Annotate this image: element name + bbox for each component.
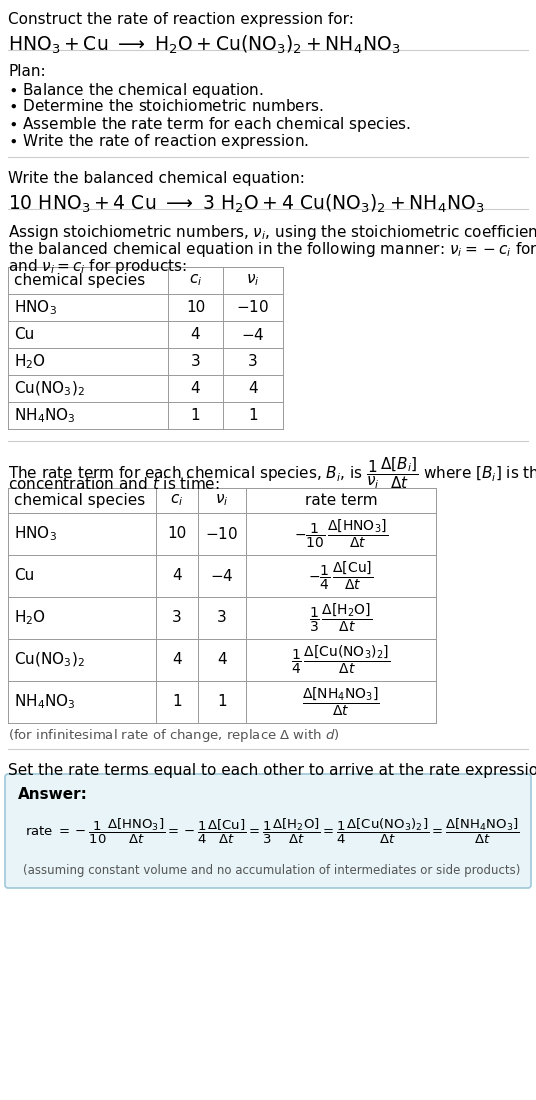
- Text: the balanced chemical equation in the following manner: $\nu_i = -c_i$ for react: the balanced chemical equation in the fo…: [8, 240, 536, 258]
- Text: 4: 4: [191, 381, 200, 396]
- Text: (assuming constant volume and no accumulation of intermediates or side products): (assuming constant volume and no accumul…: [23, 864, 520, 877]
- Text: $-4$: $-4$: [210, 568, 234, 584]
- Text: 10: 10: [167, 527, 187, 541]
- Text: chemical species: chemical species: [14, 493, 145, 508]
- Text: Answer:: Answer:: [18, 786, 88, 802]
- Text: $\dfrac{1}{4}\,\dfrac{\Delta[\mathrm{Cu(NO_3)_2}]}{\Delta t}$: $\dfrac{1}{4}\,\dfrac{\Delta[\mathrm{Cu(…: [292, 644, 391, 676]
- Text: $-4$: $-4$: [241, 327, 265, 342]
- Text: $\mathrm{Cu(NO_3)_2}$: $\mathrm{Cu(NO_3)_2}$: [14, 651, 85, 669]
- Text: $\bullet$ Write the rate of reaction expression.: $\bullet$ Write the rate of reaction exp…: [8, 132, 309, 151]
- Text: 1: 1: [191, 408, 200, 424]
- Text: and $\nu_i = c_i$ for products:: and $\nu_i = c_i$ for products:: [8, 257, 187, 276]
- Text: rate term: rate term: [304, 493, 377, 508]
- Text: concentration and $t$ is time:: concentration and $t$ is time:: [8, 476, 220, 492]
- Text: rate $= -\dfrac{1}{10}\dfrac{\Delta[\mathrm{HNO_3}]}{\Delta t} = -\dfrac{1}{4}\d: rate $= -\dfrac{1}{10}\dfrac{\Delta[\mat…: [25, 817, 519, 846]
- Text: 1: 1: [217, 694, 227, 710]
- Text: 1: 1: [172, 694, 182, 710]
- Text: $\mathrm{NH_4NO_3}$: $\mathrm{NH_4NO_3}$: [14, 693, 76, 712]
- Text: Set the rate terms equal to each other to arrive at the rate expression:: Set the rate terms equal to each other t…: [8, 763, 536, 778]
- Text: $c_i$: $c_i$: [189, 273, 202, 288]
- Text: $\bullet$ Balance the chemical equation.: $\bullet$ Balance the chemical equation.: [8, 81, 264, 100]
- Text: $\bullet$ Determine the stoichiometric numbers.: $\bullet$ Determine the stoichiometric n…: [8, 98, 324, 114]
- Text: Write the balanced chemical equation:: Write the balanced chemical equation:: [8, 170, 305, 186]
- Text: $c_i$: $c_i$: [170, 493, 184, 508]
- Text: 3: 3: [248, 354, 258, 368]
- Text: 4: 4: [172, 652, 182, 668]
- Text: Construct the rate of reaction expression for:: Construct the rate of reaction expressio…: [8, 12, 354, 28]
- Text: 3: 3: [191, 354, 200, 368]
- Text: $\mathrm{HNO_3}$: $\mathrm{HNO_3}$: [14, 525, 57, 543]
- FancyBboxPatch shape: [5, 774, 531, 888]
- Text: $\mathrm{NH_4NO_3}$: $\mathrm{NH_4NO_3}$: [14, 406, 76, 425]
- Text: $\mathrm{H_2O}$: $\mathrm{H_2O}$: [14, 352, 46, 371]
- Text: 3: 3: [172, 610, 182, 626]
- Text: 3: 3: [217, 610, 227, 626]
- Text: $\mathrm{HNO_3 + Cu \ \longrightarrow \ H_2O + Cu(NO_3)_2 + NH_4NO_3}$: $\mathrm{HNO_3 + Cu \ \longrightarrow \ …: [8, 34, 400, 56]
- Text: $\dfrac{\Delta[\mathrm{NH_4NO_3}]}{\Delta t}$: $\dfrac{\Delta[\mathrm{NH_4NO_3}]}{\Delt…: [302, 685, 380, 718]
- Text: 4: 4: [217, 652, 227, 668]
- Text: $\mathrm{H_2O}$: $\mathrm{H_2O}$: [14, 608, 46, 627]
- Text: Cu: Cu: [14, 327, 34, 342]
- Text: chemical species: chemical species: [14, 273, 145, 288]
- Text: 4: 4: [248, 381, 258, 396]
- Text: $-\dfrac{1}{10}\,\dfrac{\Delta[\mathrm{HNO_3}]}{\Delta t}$: $-\dfrac{1}{10}\,\dfrac{\Delta[\mathrm{H…: [294, 518, 388, 550]
- Text: $\mathrm{10\ HNO_3 + 4\ Cu \ \longrightarrow \ 3\ H_2O + 4\ Cu(NO_3)_2 + NH_4NO_: $\mathrm{10\ HNO_3 + 4\ Cu \ \longrighta…: [8, 192, 485, 216]
- Text: 10: 10: [186, 300, 205, 315]
- Text: $\nu_i$: $\nu_i$: [246, 273, 260, 288]
- Text: $\mathrm{Cu(NO_3)_2}$: $\mathrm{Cu(NO_3)_2}$: [14, 379, 85, 398]
- Text: $-\dfrac{1}{4}\,\dfrac{\Delta[\mathrm{Cu}]}{\Delta t}$: $-\dfrac{1}{4}\,\dfrac{\Delta[\mathrm{Cu…: [308, 560, 374, 592]
- Text: $-10$: $-10$: [205, 526, 239, 542]
- Text: 4: 4: [191, 327, 200, 342]
- Text: Cu: Cu: [14, 569, 34, 583]
- Text: Assign stoichiometric numbers, $\nu_i$, using the stoichiometric coefficients, $: Assign stoichiometric numbers, $\nu_i$, …: [8, 223, 536, 242]
- Text: $-10$: $-10$: [236, 299, 270, 316]
- Text: 4: 4: [172, 569, 182, 583]
- Text: $\dfrac{1}{3}\,\dfrac{\Delta[\mathrm{H_2O}]}{\Delta t}$: $\dfrac{1}{3}\,\dfrac{\Delta[\mathrm{H_2…: [309, 602, 373, 635]
- Text: (for infinitesimal rate of change, replace $\Delta$ with $d$): (for infinitesimal rate of change, repla…: [8, 727, 340, 744]
- Text: $\nu_i$: $\nu_i$: [215, 493, 229, 508]
- Text: 1: 1: [248, 408, 258, 424]
- Text: $\mathrm{HNO_3}$: $\mathrm{HNO_3}$: [14, 298, 57, 317]
- Text: Plan:: Plan:: [8, 64, 46, 79]
- Text: $\bullet$ Assemble the rate term for each chemical species.: $\bullet$ Assemble the rate term for eac…: [8, 116, 411, 134]
- Text: The rate term for each chemical species, $B_i$, is $\dfrac{1}{\nu_i}\dfrac{\Delt: The rate term for each chemical species,…: [8, 455, 536, 491]
